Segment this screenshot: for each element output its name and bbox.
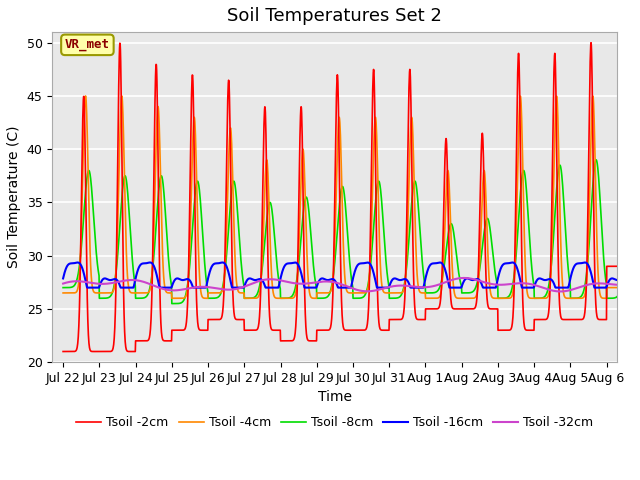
Tsoil -2cm	[605, 264, 612, 269]
Tsoil -8cm	[317, 295, 325, 301]
Tsoil -2cm	[60, 348, 67, 354]
Tsoil -32cm	[557, 288, 564, 294]
Tsoil -16cm	[88, 285, 96, 290]
Tsoil -8cm	[168, 300, 175, 306]
Tsoil -4cm	[82, 93, 90, 99]
Tsoil -8cm	[502, 295, 509, 301]
Tsoil -16cm	[333, 281, 340, 287]
Tsoil -4cm	[318, 290, 326, 296]
Tsoil -4cm	[502, 295, 509, 301]
Tsoil -4cm	[621, 227, 628, 233]
Tsoil -32cm	[317, 279, 325, 285]
Legend: Tsoil -2cm, Tsoil -4cm, Tsoil -8cm, Tsoil -16cm, Tsoil -32cm: Tsoil -2cm, Tsoil -4cm, Tsoil -8cm, Tsoi…	[71, 411, 598, 434]
Tsoil -4cm	[333, 170, 340, 176]
Tsoil -16cm	[317, 276, 325, 281]
Line: Tsoil -8cm: Tsoil -8cm	[63, 160, 625, 303]
Tsoil -16cm	[621, 278, 628, 284]
Tsoil -32cm	[621, 282, 628, 288]
Tsoil -32cm	[88, 280, 95, 286]
X-axis label: Time: Time	[318, 390, 352, 405]
Line: Tsoil -4cm: Tsoil -4cm	[63, 96, 625, 298]
Tsoil -32cm	[605, 281, 612, 287]
Tsoil -2cm	[502, 327, 509, 333]
Tsoil -8cm	[333, 239, 340, 245]
Tsoil -2cm	[317, 327, 325, 333]
Tsoil -16cm	[60, 276, 67, 281]
Tsoil -32cm	[332, 280, 340, 286]
Tsoil -8cm	[621, 250, 628, 255]
Tsoil -32cm	[60, 281, 67, 287]
Tsoil -2cm	[332, 105, 340, 110]
Tsoil -16cm	[605, 278, 613, 284]
Tsoil -4cm	[60, 290, 67, 296]
Tsoil -8cm	[88, 188, 95, 193]
Tsoil -4cm	[88, 282, 96, 288]
Tsoil -4cm	[605, 285, 612, 290]
Title: Soil Temperatures Set 2: Soil Temperatures Set 2	[227, 7, 442, 25]
Tsoil -16cm	[581, 260, 589, 265]
Tsoil -8cm	[605, 295, 612, 301]
Tsoil -8cm	[592, 157, 600, 163]
Tsoil -16cm	[83, 285, 91, 290]
Line: Tsoil -2cm: Tsoil -2cm	[63, 43, 625, 351]
Text: VR_met: VR_met	[65, 38, 110, 51]
Tsoil -32cm	[502, 282, 509, 288]
Y-axis label: Soil Temperature (C): Soil Temperature (C)	[7, 126, 21, 268]
Tsoil -16cm	[605, 278, 612, 284]
Tsoil -32cm	[605, 281, 613, 287]
Tsoil -2cm	[88, 348, 95, 354]
Tsoil -16cm	[502, 261, 509, 266]
Tsoil -8cm	[605, 295, 613, 301]
Tsoil -2cm	[621, 142, 628, 148]
Line: Tsoil -32cm: Tsoil -32cm	[63, 278, 625, 291]
Tsoil -4cm	[605, 285, 613, 290]
Tsoil -32cm	[460, 275, 468, 281]
Tsoil -2cm	[605, 264, 612, 269]
Line: Tsoil -16cm: Tsoil -16cm	[63, 263, 625, 288]
Tsoil -4cm	[241, 295, 248, 301]
Tsoil -2cm	[587, 40, 595, 46]
Tsoil -8cm	[60, 285, 67, 290]
